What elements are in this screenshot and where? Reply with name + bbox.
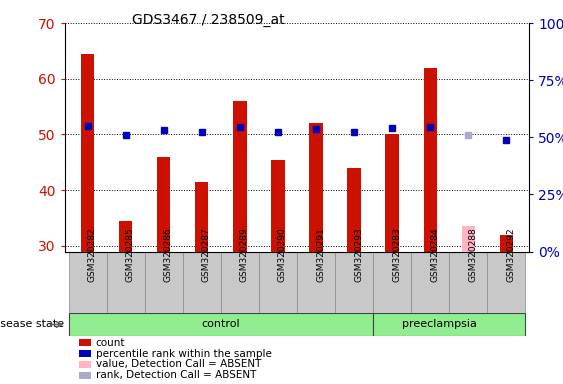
Bar xyxy=(449,252,488,313)
Bar xyxy=(69,252,106,313)
Bar xyxy=(157,157,171,252)
Text: GSM320289: GSM320289 xyxy=(240,227,249,282)
Text: GSM320282: GSM320282 xyxy=(88,227,97,282)
Bar xyxy=(347,168,361,252)
Text: disease state: disease state xyxy=(0,319,64,329)
Bar xyxy=(309,123,323,252)
Bar xyxy=(297,252,335,313)
Bar xyxy=(233,101,247,252)
Bar xyxy=(500,235,513,252)
Bar xyxy=(259,252,297,313)
Text: GSM320292: GSM320292 xyxy=(506,227,515,282)
Text: GSM320285: GSM320285 xyxy=(126,227,135,282)
Bar xyxy=(221,252,259,313)
Text: rank, Detection Call = ABSENT: rank, Detection Call = ABSENT xyxy=(96,370,256,380)
Bar xyxy=(69,313,373,336)
Bar xyxy=(335,252,373,313)
Bar xyxy=(145,252,183,313)
Text: preeclampsia: preeclampsia xyxy=(403,319,477,329)
Text: GSM320286: GSM320286 xyxy=(164,227,173,282)
Bar xyxy=(119,221,132,252)
Bar xyxy=(462,227,475,252)
Bar xyxy=(373,313,525,336)
Bar xyxy=(411,252,449,313)
Text: count: count xyxy=(96,338,125,348)
Bar xyxy=(488,252,525,313)
Text: GSM320291: GSM320291 xyxy=(316,227,325,282)
Text: GSM320284: GSM320284 xyxy=(430,227,439,282)
Text: GSM320287: GSM320287 xyxy=(202,227,211,282)
Bar xyxy=(106,252,145,313)
Bar xyxy=(271,160,285,252)
Text: control: control xyxy=(202,319,240,329)
Bar xyxy=(183,252,221,313)
Bar xyxy=(386,134,399,252)
Text: GDS3467 / 238509_at: GDS3467 / 238509_at xyxy=(132,13,285,27)
Bar xyxy=(81,54,94,252)
Bar xyxy=(373,252,411,313)
Text: GSM320290: GSM320290 xyxy=(278,227,287,282)
Text: percentile rank within the sample: percentile rank within the sample xyxy=(96,349,271,359)
Bar xyxy=(195,182,208,252)
Text: GSM320293: GSM320293 xyxy=(354,227,363,282)
Text: value, Detection Call = ABSENT: value, Detection Call = ABSENT xyxy=(96,359,261,369)
Bar xyxy=(423,68,437,252)
Text: GSM320283: GSM320283 xyxy=(392,227,401,282)
Text: GSM320288: GSM320288 xyxy=(468,227,477,282)
